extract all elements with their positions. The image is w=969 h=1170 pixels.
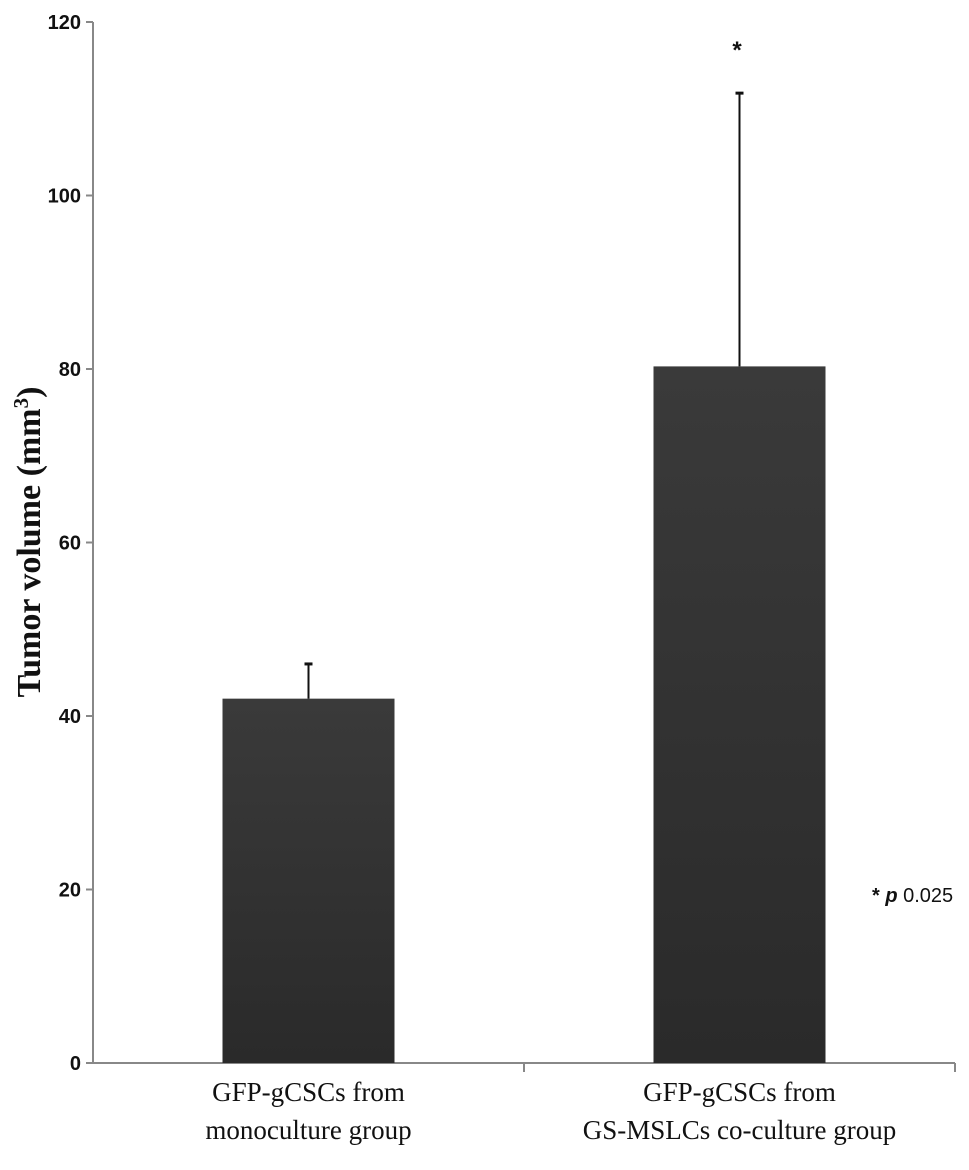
p-value-symbol: p bbox=[884, 885, 897, 907]
y-axis-title-close: ) bbox=[11, 387, 48, 398]
p-value-annotation: * p 0.025 bbox=[872, 885, 953, 907]
error-bar-group bbox=[304, 91, 744, 699]
y-axis-title: Tumor volume (mm3) bbox=[9, 387, 48, 698]
p-value-number: 0.025 bbox=[898, 885, 954, 907]
significance-marker: * bbox=[732, 37, 742, 64]
y-axis-title-superscript: 3 bbox=[9, 398, 33, 409]
bar-2 bbox=[653, 366, 826, 1064]
category-label: GS-MSLCs co-culture group bbox=[583, 1115, 896, 1145]
y-tick-label: 20 bbox=[59, 880, 81, 902]
y-axis-title-main: Tumor volume (mm bbox=[11, 408, 48, 697]
bar-group bbox=[222, 366, 826, 1064]
y-tick-label: 120 bbox=[48, 12, 81, 34]
category-label-group: GFP-gCSCs from monoculture group GFP-gCSCs… bbox=[205, 1077, 896, 1145]
y-tick-label: 40 bbox=[59, 706, 81, 728]
y-tick-group: 0 20 40 60 80 100 120 bbox=[48, 12, 93, 1075]
category-label: GFP-gCSCs from bbox=[643, 1077, 836, 1107]
y-tick-label: 0 bbox=[70, 1053, 81, 1075]
y-tick-label: 100 bbox=[48, 186, 81, 208]
category-label: GFP-gCSCs from bbox=[212, 1077, 405, 1107]
y-tick-label: 60 bbox=[59, 533, 81, 555]
bar-1 bbox=[222, 698, 395, 1063]
category-label: monoculture group bbox=[205, 1115, 411, 1145]
p-value-star: * bbox=[872, 885, 885, 907]
y-tick-label: 80 bbox=[59, 359, 81, 381]
